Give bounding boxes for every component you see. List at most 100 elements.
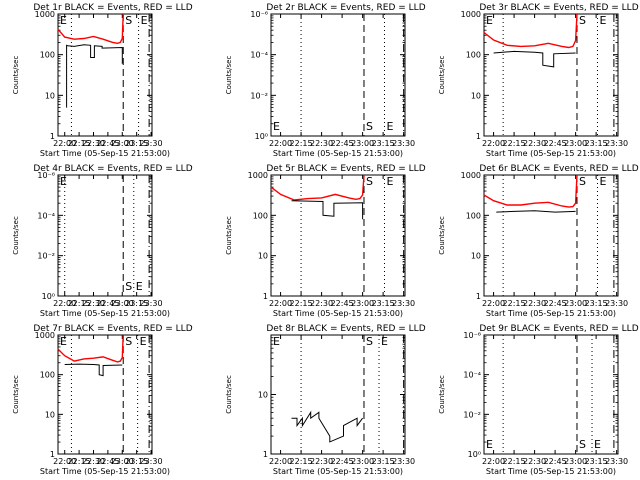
x-tick-label: 22:30 [310, 299, 333, 308]
marker-label-e: E [599, 14, 606, 27]
y-axis-label: Counts/sec [12, 56, 20, 95]
x-tick-label: 23:00 [111, 457, 134, 466]
x-tick-label: 22:45 [331, 299, 354, 308]
y-axis-label: Counts/sec [438, 375, 446, 414]
plot-frame [483, 174, 619, 297]
plot-frame [57, 334, 153, 455]
y-tick-label: 100 [253, 211, 268, 220]
chart-title: Det 5r BLACK = Events, RED = LLD [266, 164, 425, 174]
y-tick-label: 1 [476, 292, 481, 301]
y-tick-label: 10⁻⁶ [463, 331, 481, 340]
marker-label-s: S [125, 335, 132, 348]
panel-det-4: Det 4r BLACK = Events, RED = LLD Counts/s… [12, 164, 193, 318]
x-axis-label: Start Time (05-Sep-15 21:53:00) [273, 149, 403, 158]
marker-label-e: E [140, 335, 147, 348]
marker-label-e: E [486, 438, 493, 451]
x-tick-label: 23:30 [140, 299, 163, 308]
marker-label-e: E [60, 175, 67, 188]
x-tick-label: 22:15 [503, 299, 526, 308]
y-tick-label: 10⁻⁶ [250, 10, 268, 19]
y-tick-label: 10⁰ [42, 292, 55, 301]
y-tick-label: 10⁻⁴ [37, 211, 55, 220]
x-tick-label: 23:15 [125, 457, 148, 466]
y-axis-label: Counts/sec [12, 375, 20, 414]
y-tick-label: 10 [45, 91, 55, 100]
x-tick-label: 23:00 [351, 299, 374, 308]
marker-label-e: E [486, 14, 493, 27]
x-tick-label: 23:00 [564, 139, 587, 148]
x-tick-label: 22:15 [68, 139, 91, 148]
x-tick-label: 23:15 [585, 299, 608, 308]
x-tick-label: 23:00 [111, 139, 134, 148]
y-tick-label: 100 [466, 211, 481, 220]
x-tick-label: 23:15 [372, 299, 395, 308]
plot-frame [270, 13, 406, 137]
x-tick-label: 23:15 [585, 139, 608, 148]
panel-det-2: Det 2r BLACK = Events, RED = LLD Counts/s… [225, 3, 426, 158]
x-tick-label: 23:30 [605, 139, 628, 148]
x-tick-label: 23:15 [125, 299, 148, 308]
x-tick-label: 23:00 [111, 299, 134, 308]
x-tick-label: 22:00 [482, 299, 505, 308]
y-tick-label: 10⁰ [255, 132, 268, 141]
x-tick-label: 22:00 [482, 457, 505, 466]
chart-title: Det 2r BLACK = Events, RED = LLD [266, 3, 425, 13]
x-tick-label: 22:30 [82, 139, 105, 148]
x-tick-label: 22:00 [269, 139, 292, 148]
x-axis-label: Start Time (05-Sep-15 21:53:00) [486, 309, 616, 318]
chart-title: Det 8r BLACK = Events, RED = LLD [266, 324, 425, 334]
x-axis-label: Start Time (05-Sep-15 21:53:00) [486, 149, 616, 158]
y-tick-label: 10 [45, 410, 55, 419]
y-axis-label: Counts/sec [438, 56, 446, 95]
series-line-events [493, 50, 576, 68]
x-tick-label: 23:15 [372, 139, 395, 148]
y-tick-label: 10⁻² [250, 91, 268, 100]
y-tick-label: 1000 [35, 331, 55, 340]
marker-label-s: S [125, 280, 132, 293]
x-tick-label: 22:15 [503, 139, 526, 148]
x-axis-label: Start Time (05-Sep-15 21:53:00) [486, 467, 616, 476]
x-tick-label: 23:00 [564, 457, 587, 466]
marker-label-e: E [60, 14, 67, 27]
x-tick-label: 23:15 [125, 139, 148, 148]
x-tick-label: 22:45 [331, 457, 354, 466]
x-tick-label: 22:45 [544, 457, 567, 466]
marker-label-s: S [579, 175, 586, 188]
series-line-events [64, 363, 123, 377]
x-tick-label: 22:15 [290, 139, 313, 148]
y-tick-label: 10⁻⁴ [463, 371, 481, 380]
y-axis-label: Counts/sec [12, 216, 20, 255]
x-tick-label: 23:00 [351, 457, 374, 466]
x-tick-label: 22:00 [53, 457, 76, 466]
y-tick-label: 10⁻⁶ [37, 171, 55, 180]
y-tick-label: 10⁻² [463, 410, 481, 419]
x-tick-label: 22:15 [68, 299, 91, 308]
y-tick-label: 10 [471, 91, 481, 100]
x-tick-label: 22:15 [503, 457, 526, 466]
chart-title: Det 1r BLACK = Events, RED = LLD [33, 3, 192, 13]
x-tick-label: 23:30 [605, 299, 628, 308]
marker-label-e: E [141, 14, 148, 27]
plot-frame [483, 13, 619, 137]
x-tick-label: 22:00 [482, 139, 505, 148]
panel-det-7: Det 7r BLACK = Events, RED = LLD Counts/s… [12, 324, 193, 476]
x-tick-label: 22:00 [53, 299, 76, 308]
y-axis-label: Counts/sec [438, 216, 446, 255]
x-tick-label: 22:30 [523, 457, 546, 466]
x-tick-label: 22:15 [68, 457, 91, 466]
x-tick-label: 22:00 [269, 457, 292, 466]
marker-label-s: S [125, 14, 132, 27]
y-tick-label: 10 [258, 391, 268, 400]
marker-label-e: E [273, 120, 280, 133]
x-tick-label: 22:30 [82, 457, 105, 466]
marker-label-e: E [273, 335, 280, 348]
chart-title: Det 9r BLACK = Events, RED = LLD [479, 324, 638, 334]
y-tick-label: 1 [263, 450, 268, 459]
x-tick-label: 23:15 [372, 457, 395, 466]
x-axis-label: Start Time (05-Sep-15 21:53:00) [273, 309, 403, 318]
y-tick-label: 10⁰ [468, 450, 481, 459]
x-tick-label: 23:30 [392, 457, 415, 466]
x-tick-label: 22:45 [96, 457, 119, 466]
series-line-lld [483, 174, 578, 208]
